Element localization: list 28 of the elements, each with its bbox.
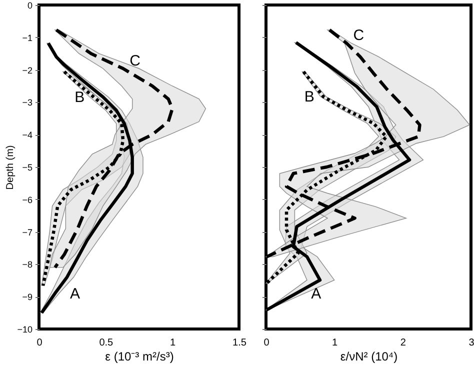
- x-axis-title: ε (10⁻³ m²/s³): [105, 350, 174, 364]
- x-tick-label: 1: [332, 338, 338, 348]
- annotation: B: [74, 89, 85, 106]
- y-tick-label: −9: [22, 292, 32, 302]
- x-tick-label: 3: [468, 338, 474, 348]
- y-tick-label: −6: [22, 194, 32, 205]
- y-tick-label: −1: [22, 32, 32, 43]
- x-tick-label: 2: [400, 338, 406, 348]
- x-tick-label: 1.5: [232, 338, 247, 348]
- y-tick-label: −3: [22, 98, 32, 108]
- y-tick-label: 0: [27, 0, 32, 10]
- y-tick-label: −10: [17, 324, 32, 334]
- x-tick-label: 0: [264, 338, 270, 348]
- annotation: C: [353, 27, 364, 44]
- annotation: A: [311, 285, 322, 302]
- y-tick-label: −8: [22, 260, 32, 270]
- y-tick-label: −4: [22, 130, 32, 140]
- x-tick-label: 0.5: [99, 338, 114, 348]
- annotation: C: [130, 52, 141, 70]
- y-tick-label: −5: [22, 162, 32, 172]
- y-tick-label: −7: [22, 227, 32, 238]
- y-tick-label: −2: [22, 65, 32, 76]
- y-axis-title: Depth (m): [5, 145, 16, 190]
- x-axis-title: ε/νN² (10⁴): [340, 350, 398, 364]
- annotation: A: [70, 285, 80, 302]
- annotation: B: [304, 88, 314, 106]
- x-tick-label: 0: [36, 338, 43, 348]
- x-tick-label: 1: [170, 338, 176, 348]
